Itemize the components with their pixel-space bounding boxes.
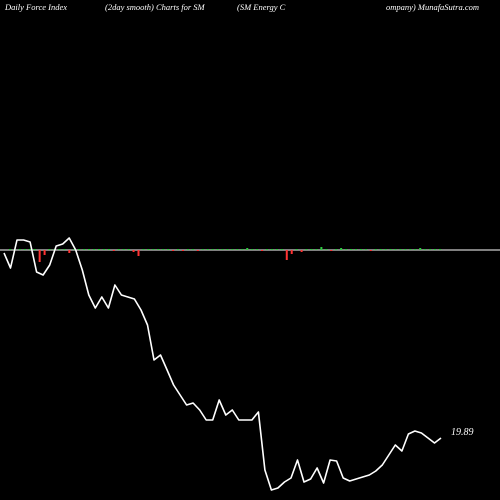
- force-bar: [374, 249, 377, 250]
- force-bar: [261, 250, 264, 251]
- force-bar: [162, 249, 165, 250]
- chart-title-part-4: ompany) MunafaSutra.com: [386, 2, 480, 12]
- force-bar: [320, 247, 323, 250]
- force-bar: [48, 249, 51, 250]
- force-bar: [384, 249, 387, 250]
- force-bar: [354, 249, 357, 250]
- force-bar: [177, 249, 180, 250]
- force-bar: [424, 249, 427, 250]
- force-bar: [330, 250, 333, 251]
- force-bar: [280, 249, 283, 250]
- force-bar: [9, 249, 11, 250]
- force-bar: [38, 250, 41, 262]
- force-bar: [152, 249, 155, 250]
- force-bar: [300, 250, 303, 252]
- force-bar: [231, 249, 234, 250]
- force-bar: [142, 249, 145, 250]
- force-bar: [181, 250, 184, 251]
- last-value-label: 19.89: [451, 427, 474, 438]
- force-bar: [33, 249, 36, 250]
- force-bar: [256, 249, 259, 250]
- force-bar: [58, 249, 61, 250]
- force-bar: [78, 249, 81, 250]
- force-bar: [122, 249, 125, 250]
- force-bar: [186, 249, 189, 250]
- force-bar: [379, 249, 382, 250]
- force-bar: [404, 249, 407, 250]
- force-bar: [315, 249, 318, 250]
- force-bar: [112, 250, 115, 251]
- force-bar: [83, 249, 86, 250]
- force-bar: [43, 250, 46, 255]
- force-bar: [251, 249, 254, 250]
- force-bar: [73, 249, 76, 250]
- force-bar: [68, 250, 71, 253]
- force-bar: [157, 249, 160, 250]
- force-bar: [399, 249, 402, 250]
- force-bar: [241, 249, 244, 250]
- force-bar: [221, 249, 224, 250]
- force-bar: [147, 249, 150, 250]
- chart-title-part-2: (2day smooth) Charts for SM: [105, 2, 205, 12]
- force-bar: [201, 249, 204, 250]
- force-bar: [394, 249, 397, 250]
- force-bar: [439, 249, 441, 250]
- force-bar: [310, 249, 313, 250]
- force-bar: [196, 250, 199, 251]
- force-bar: [18, 249, 21, 250]
- force-bar: [364, 249, 367, 250]
- force-bar: [419, 248, 422, 250]
- force-bar: [191, 249, 194, 250]
- force-bar: [226, 249, 229, 250]
- force-bar: [63, 249, 66, 250]
- force-bar: [325, 249, 328, 250]
- force-bar: [23, 249, 26, 250]
- force-bar: [211, 249, 214, 250]
- force-bar: [434, 249, 437, 250]
- chart-title-part-1: Daily Force Index: [5, 2, 67, 12]
- force-bar: [107, 249, 110, 250]
- force-bar: [414, 249, 417, 250]
- force-bar: [28, 249, 31, 250]
- force-bar: [369, 250, 372, 251]
- force-bar: [350, 249, 353, 250]
- chart-header: Daily Force Index (2day smooth) Charts f…: [0, 2, 500, 16]
- force-bar: [295, 249, 298, 250]
- force-bar: [340, 248, 343, 250]
- force-bar: [167, 249, 170, 250]
- force-bar: [305, 249, 308, 250]
- force-bar: [88, 249, 91, 250]
- force-bar: [359, 249, 362, 250]
- force-bar: [345, 249, 348, 250]
- force-bar: [127, 249, 130, 250]
- force-bar: [270, 249, 273, 250]
- force-bar: [137, 250, 140, 256]
- force-bar: [335, 249, 338, 250]
- force-index-line: [3, 237, 442, 491]
- force-bar: [132, 250, 135, 252]
- chart-title-part-3: (SM Energy C: [237, 2, 286, 12]
- force-bar: [172, 250, 175, 251]
- force-bar: [206, 249, 209, 250]
- force-bar: [429, 249, 432, 250]
- force-bar: [117, 249, 120, 250]
- force-bar: [285, 250, 288, 260]
- force-bar: [236, 249, 239, 250]
- force-bar: [93, 249, 96, 250]
- force-bar: [246, 248, 249, 250]
- force-bar: [275, 249, 278, 250]
- force-bars: [9, 247, 441, 262]
- force-bar: [102, 249, 105, 250]
- force-bar: [389, 249, 392, 250]
- force-bar: [97, 249, 100, 250]
- force-bar: [290, 250, 293, 254]
- force-bar: [266, 249, 269, 250]
- force-bar: [216, 249, 219, 250]
- force-bar: [409, 249, 412, 250]
